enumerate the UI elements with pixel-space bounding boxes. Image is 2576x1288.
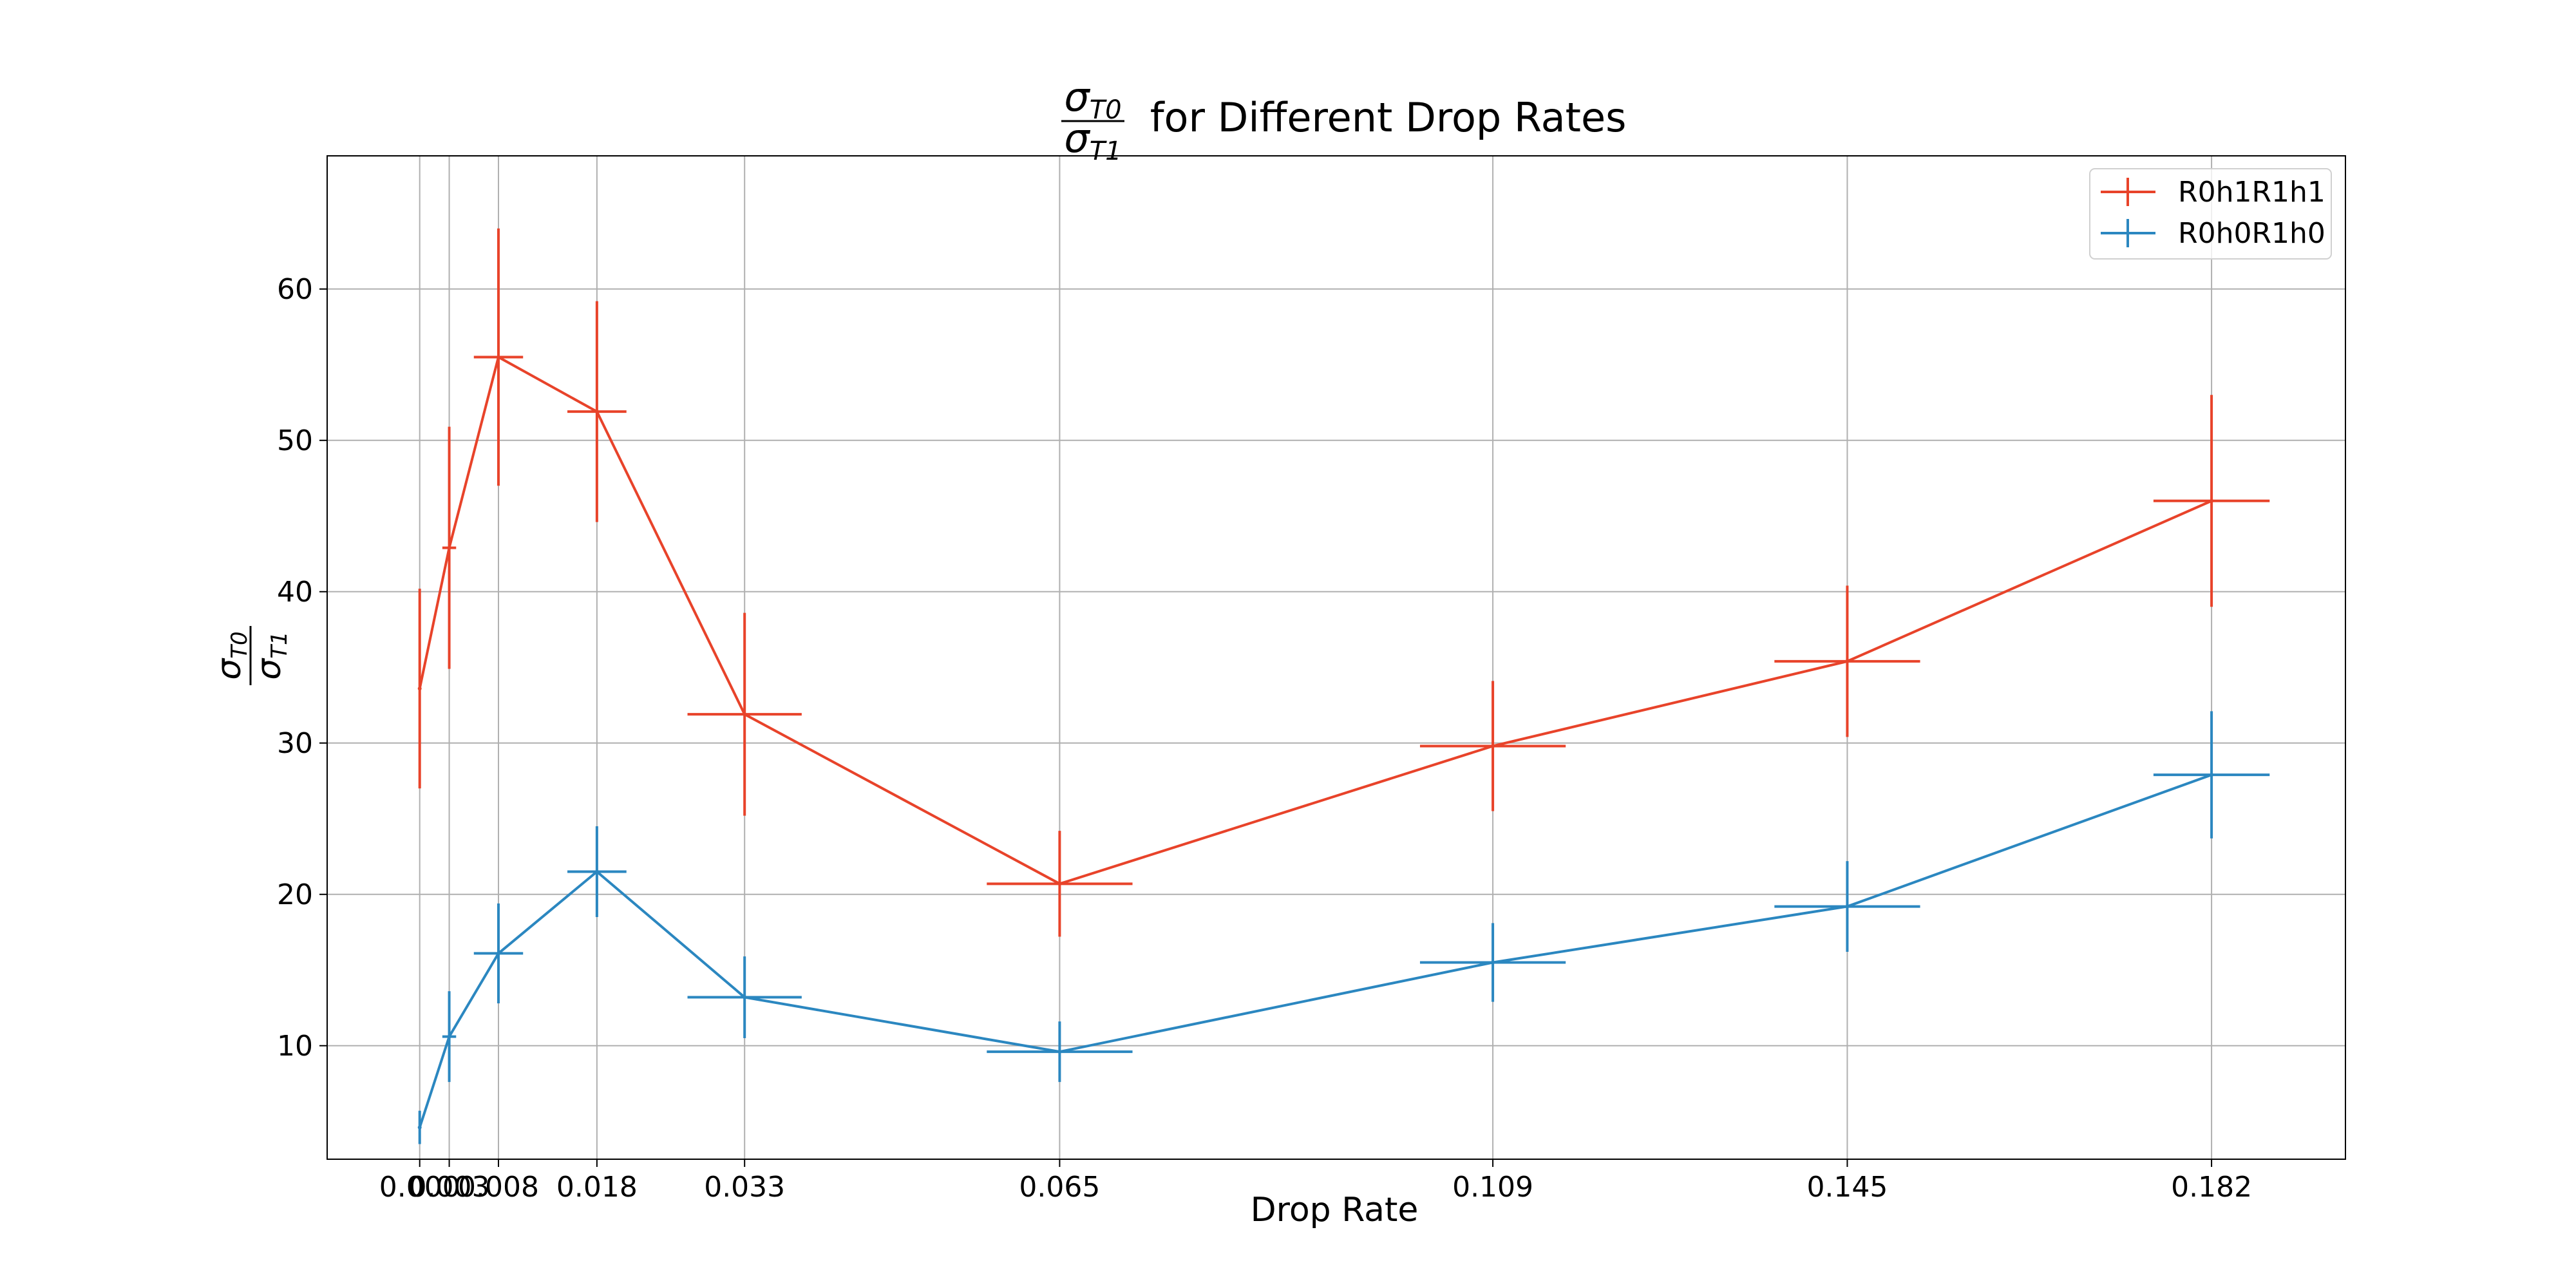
x-axis-label: Drop Rate: [1251, 1191, 1419, 1229]
data-point: [1845, 904, 1850, 909]
x-tick-label: 0.003: [409, 1171, 490, 1204]
plot-area-frame: [327, 155, 2346, 1160]
title-sigma-top: σ: [1064, 73, 1090, 120]
data-point: [447, 545, 451, 550]
svg-text:σT1: σT1: [1064, 115, 1121, 166]
ylabel-sub-bottom: T1: [267, 631, 292, 658]
series-line-r0h0r1h0: [418, 773, 2212, 1128]
x-tick-label: 0.065: [1019, 1171, 1100, 1204]
legend-label-r0h1r1h1: R0h1R1h1: [2178, 176, 2325, 209]
x-tick-label: 0.109: [1452, 1171, 1533, 1204]
y-tick-label: 60: [277, 273, 313, 306]
title-sub-bottom: T1: [1090, 137, 1122, 166]
data-point: [743, 995, 747, 999]
title-sub-top: T0: [1090, 95, 1122, 125]
y-tick-label: 30: [277, 727, 313, 760]
legend-entry-r0h0r1h0: R0h0R1h0: [2101, 217, 2325, 250]
legend-entry-r0h1r1h1: R0h1R1h1: [2101, 176, 2325, 209]
svg-text:σT0: σT0: [1064, 73, 1121, 125]
y-tick-label: 40: [277, 576, 313, 609]
series-line-r0h1r1h1: [418, 355, 2212, 886]
y-tick-label: 10: [277, 1030, 313, 1063]
y-tick-label: 50: [277, 424, 313, 457]
data-point: [417, 687, 422, 691]
svg-text:σT1: σT1: [250, 631, 292, 679]
series-r0h0r1h0: [417, 711, 2270, 1144]
ylabel-sub-top: T0: [227, 631, 252, 658]
y-axis-label: σT0 σT1: [210, 626, 292, 685]
title-sigma-bottom: σ: [1064, 115, 1090, 162]
chart-title: σT0 σT1 for Different Drop Rates: [1061, 73, 1626, 166]
x-tick-label: 0.182: [2171, 1171, 2252, 1204]
data-point: [1057, 882, 1062, 886]
data-point: [1491, 744, 1495, 748]
data-point: [417, 1125, 422, 1130]
data-point: [2210, 773, 2214, 777]
data-point: [2210, 498, 2214, 503]
legend: R0h1R1h1 R0h0R1h0: [2089, 168, 2332, 260]
data-point: [1845, 659, 1850, 663]
data-point: [1057, 1050, 1062, 1054]
x-tick-label: 0.018: [556, 1171, 638, 1204]
svg-text:σT0: σT0: [210, 631, 252, 679]
legend-label-r0h0r1h0: R0h0R1h0: [2178, 217, 2325, 250]
title-suffix: for Different Drop Rates: [1137, 94, 1626, 141]
x-tick-label: 0.145: [1806, 1171, 1888, 1204]
ylabel-sigma-bottom: σ: [250, 658, 289, 680]
data-point: [497, 355, 501, 359]
grid: [327, 156, 2345, 1159]
x-tick-label: 0.033: [704, 1171, 785, 1204]
data-point: [447, 1034, 451, 1039]
data-point: [1491, 960, 1495, 965]
series-r0h1r1h1: [417, 228, 2270, 937]
data-point: [594, 410, 599, 414]
data-point: [743, 712, 747, 717]
ylabel-sigma-top: σ: [210, 658, 249, 680]
x-tick-label: 0.000: [379, 1171, 460, 1204]
data-point: [594, 869, 599, 874]
y-tick-label: 20: [277, 878, 313, 911]
x-tick-label: 0.008: [458, 1171, 539, 1204]
series-layer: [417, 228, 2270, 1144]
data-point: [497, 951, 501, 956]
